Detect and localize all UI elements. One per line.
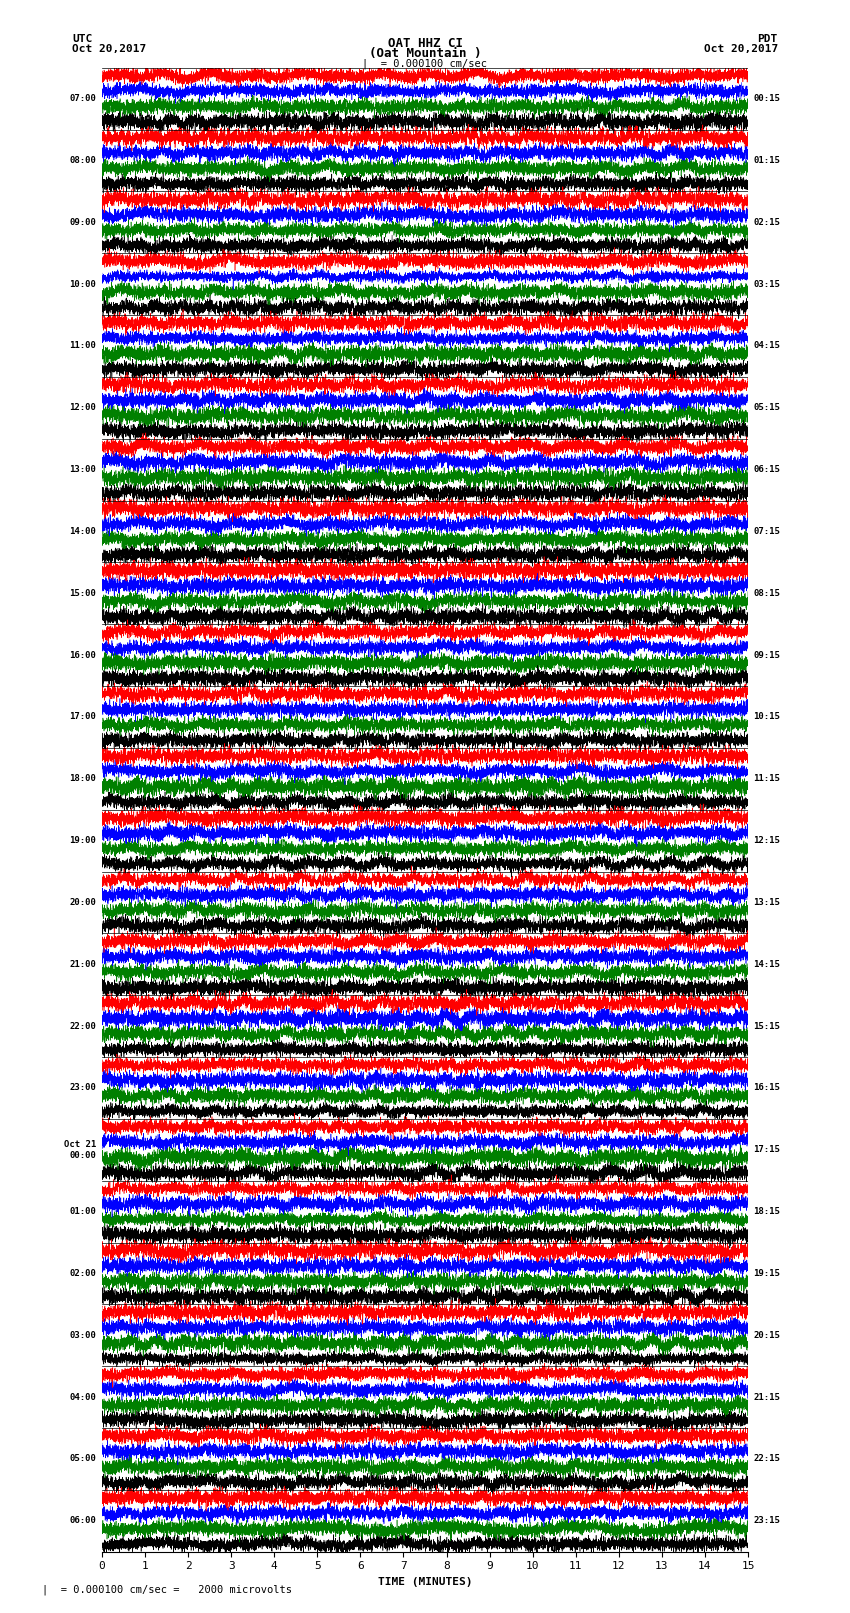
Text: 08:15: 08:15	[754, 589, 780, 598]
Text: 15:00: 15:00	[70, 589, 96, 598]
Text: |  = 0.000100 cm/sec: | = 0.000100 cm/sec	[362, 58, 488, 69]
Text: 07:15: 07:15	[754, 527, 780, 536]
Text: 02:15: 02:15	[754, 218, 780, 227]
Text: PDT: PDT	[757, 34, 778, 44]
Text: 12:15: 12:15	[754, 836, 780, 845]
Text: 03:15: 03:15	[754, 279, 780, 289]
Text: 12:00: 12:00	[70, 403, 96, 413]
Text: Oct 20,2017: Oct 20,2017	[72, 44, 146, 53]
Text: 02:00: 02:00	[70, 1269, 96, 1277]
Text: 08:00: 08:00	[70, 156, 96, 165]
Text: Oct 20,2017: Oct 20,2017	[704, 44, 778, 53]
Text: 04:15: 04:15	[754, 342, 780, 350]
Text: 21:00: 21:00	[70, 960, 96, 969]
Text: 07:00: 07:00	[70, 94, 96, 103]
Text: 01:00: 01:00	[70, 1207, 96, 1216]
Text: 00:15: 00:15	[754, 94, 780, 103]
Text: 13:00: 13:00	[70, 465, 96, 474]
Text: 01:15: 01:15	[754, 156, 780, 165]
Text: 11:00: 11:00	[70, 342, 96, 350]
Text: 22:00: 22:00	[70, 1021, 96, 1031]
Text: 19:00: 19:00	[70, 836, 96, 845]
Text: 14:15: 14:15	[754, 960, 780, 969]
X-axis label: TIME (MINUTES): TIME (MINUTES)	[377, 1578, 473, 1587]
Text: 09:00: 09:00	[70, 218, 96, 227]
Text: 23:15: 23:15	[754, 1516, 780, 1526]
Text: 18:00: 18:00	[70, 774, 96, 784]
Text: 23:00: 23:00	[70, 1084, 96, 1092]
Text: Oct 21
00:00: Oct 21 00:00	[65, 1140, 96, 1160]
Text: 20:15: 20:15	[754, 1331, 780, 1340]
Text: 05:15: 05:15	[754, 403, 780, 413]
Text: 05:00: 05:00	[70, 1455, 96, 1463]
Text: |  = 0.000100 cm/sec =   2000 microvolts: | = 0.000100 cm/sec = 2000 microvolts	[42, 1584, 292, 1595]
Text: OAT HHZ CI: OAT HHZ CI	[388, 37, 462, 50]
Text: UTC: UTC	[72, 34, 93, 44]
Text: 22:15: 22:15	[754, 1455, 780, 1463]
Text: 21:15: 21:15	[754, 1392, 780, 1402]
Text: 16:15: 16:15	[754, 1084, 780, 1092]
Text: 09:15: 09:15	[754, 650, 780, 660]
Text: 06:15: 06:15	[754, 465, 780, 474]
Text: 03:00: 03:00	[70, 1331, 96, 1340]
Text: 06:00: 06:00	[70, 1516, 96, 1526]
Text: 19:15: 19:15	[754, 1269, 780, 1277]
Text: 20:00: 20:00	[70, 898, 96, 907]
Text: 18:15: 18:15	[754, 1207, 780, 1216]
Text: (Oat Mountain ): (Oat Mountain )	[369, 47, 481, 60]
Text: 10:15: 10:15	[754, 713, 780, 721]
Text: 17:15: 17:15	[754, 1145, 780, 1155]
Text: 14:00: 14:00	[70, 527, 96, 536]
Text: 16:00: 16:00	[70, 650, 96, 660]
Text: 17:00: 17:00	[70, 713, 96, 721]
Text: 13:15: 13:15	[754, 898, 780, 907]
Text: 11:15: 11:15	[754, 774, 780, 784]
Text: 15:15: 15:15	[754, 1021, 780, 1031]
Text: 04:00: 04:00	[70, 1392, 96, 1402]
Text: 10:00: 10:00	[70, 279, 96, 289]
